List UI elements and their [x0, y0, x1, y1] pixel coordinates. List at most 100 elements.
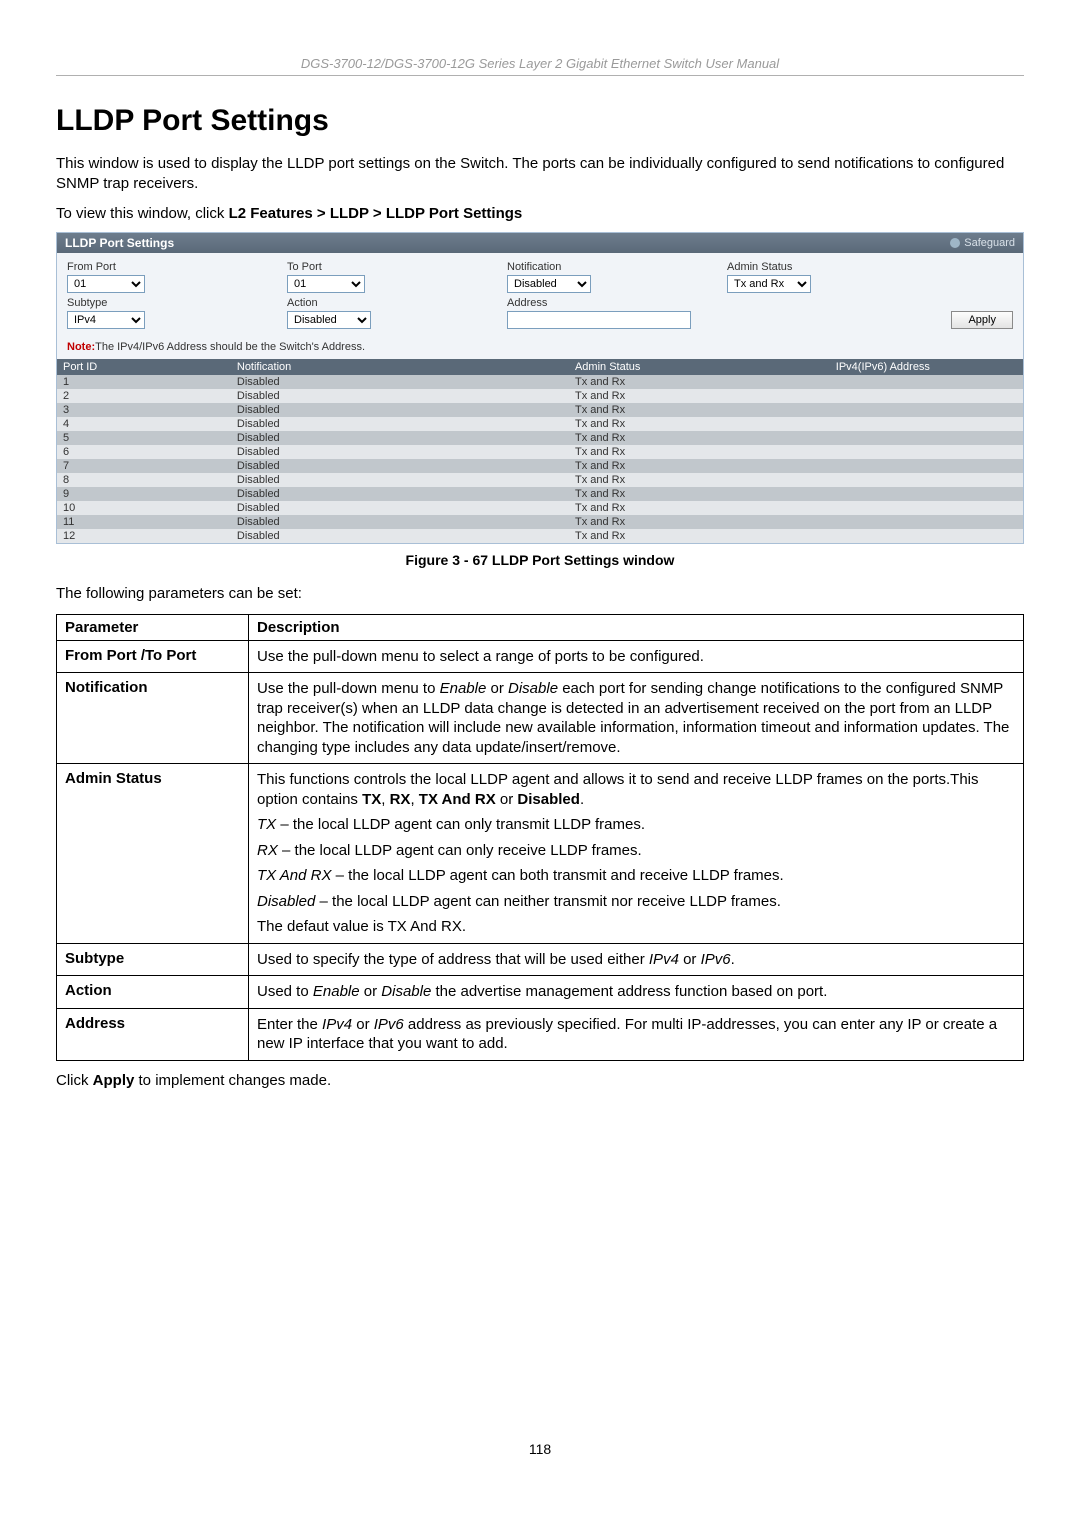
to-port-select[interactable]: 01 — [287, 275, 365, 293]
port-table-cell: Disabled — [231, 459, 569, 473]
to-port-label: To Port — [287, 261, 507, 273]
port-table-cell: 8 — [57, 473, 231, 487]
parameter-table: Parameter Description From Port /To Port… — [56, 614, 1024, 1061]
port-table-row: 8DisabledTx and Rx — [57, 473, 1023, 487]
param-name-cell: From Port /To Port — [57, 640, 249, 673]
port-table-cell: Disabled — [231, 431, 569, 445]
port-table-cell: 7 — [57, 459, 231, 473]
port-table-cell — [830, 459, 1023, 473]
params-intro: The following parameters can be set: — [56, 584, 1024, 604]
param-desc-cell: Used to Enable or Disable the advertise … — [249, 976, 1024, 1009]
port-table-row: 6DisabledTx and Rx — [57, 445, 1023, 459]
settings-form: From Port 01 To Port 01 Notification Dis… — [57, 253, 1023, 337]
panel-title-bar: LLDP Port Settings Safeguard — [57, 233, 1023, 253]
safeguard-badge: Safeguard — [950, 237, 1015, 249]
port-table-row: 9DisabledTx and Rx — [57, 487, 1023, 501]
port-table-cell: Disabled — [231, 375, 569, 389]
port-table-row: 2DisabledTx and Rx — [57, 389, 1023, 403]
param-desc-cell: Used to specify the type of address that… — [249, 943, 1024, 976]
port-table-cell: 1 — [57, 375, 231, 389]
notification-label: Notification — [507, 261, 727, 273]
port-table-cell: Tx and Rx — [569, 459, 830, 473]
port-table-cell: 6 — [57, 445, 231, 459]
action-label: Action — [287, 297, 507, 309]
param-header-description: Description — [249, 614, 1024, 640]
port-table-cell: 10 — [57, 501, 231, 515]
port-table-row: 3DisabledTx and Rx — [57, 403, 1023, 417]
port-table-cell: Tx and Rx — [569, 417, 830, 431]
breadcrumb: To view this window, click L2 Features >… — [56, 205, 1024, 222]
port-table-cell — [830, 431, 1023, 445]
param-name-cell: Subtype — [57, 943, 249, 976]
address-input[interactable] — [507, 311, 691, 329]
port-table-cell — [830, 501, 1023, 515]
port-table-cell — [830, 473, 1023, 487]
breadcrumb-prefix: To view this window, click — [56, 205, 229, 222]
port-table-cell: Disabled — [231, 403, 569, 417]
port-table-header: Notification — [231, 359, 569, 375]
port-table-header: Admin Status — [569, 359, 830, 375]
param-header-parameter: Parameter — [57, 614, 249, 640]
port-table-cell: 4 — [57, 417, 231, 431]
port-table-cell: 11 — [57, 515, 231, 529]
apply-button[interactable]: Apply — [951, 311, 1013, 329]
port-status-table: Port IDNotificationAdmin StatusIPv4(IPv6… — [57, 359, 1023, 543]
port-table-row: 4DisabledTx and Rx — [57, 417, 1023, 431]
subtype-label: Subtype — [67, 297, 287, 309]
panel-title: LLDP Port Settings — [65, 236, 174, 250]
port-table-cell — [830, 389, 1023, 403]
param-desc-cell: This functions controls the local LLDP a… — [249, 764, 1024, 944]
figure-caption: Figure 3 - 67 LLDP Port Settings window — [56, 552, 1024, 568]
port-table-cell — [830, 403, 1023, 417]
port-table-cell — [830, 487, 1023, 501]
note-text: The IPv4/IPv6 Address should be the Swit… — [95, 341, 365, 353]
param-name-cell: Action — [57, 976, 249, 1009]
notification-select[interactable]: Disabled — [507, 275, 591, 293]
safeguard-label: Safeguard — [964, 237, 1015, 249]
param-name-cell: Admin Status — [57, 764, 249, 944]
from-port-select[interactable]: 01 — [67, 275, 145, 293]
port-table-cell: Disabled — [231, 445, 569, 459]
port-table-cell — [830, 529, 1023, 543]
port-table-cell: 12 — [57, 529, 231, 543]
note-line: Note:The IPv4/IPv6 Address should be the… — [57, 337, 1023, 359]
port-table-row: 7DisabledTx and Rx — [57, 459, 1023, 473]
port-table-cell: Disabled — [231, 529, 569, 543]
port-table-cell: 2 — [57, 389, 231, 403]
port-table-row: 11DisabledTx and Rx — [57, 515, 1023, 529]
port-table-cell: Tx and Rx — [569, 473, 830, 487]
after-table-text: Click Apply to implement changes made. — [56, 1071, 1024, 1091]
note-label: Note: — [67, 341, 95, 353]
port-table-cell: Tx and Rx — [569, 389, 830, 403]
port-table-cell: Disabled — [231, 389, 569, 403]
port-table-cell: Tx and Rx — [569, 529, 830, 543]
port-table-cell: Tx and Rx — [569, 445, 830, 459]
port-table-cell: Disabled — [231, 501, 569, 515]
port-table-cell: 5 — [57, 431, 231, 445]
from-port-label: From Port — [67, 261, 287, 273]
port-table-row: 12DisabledTx and Rx — [57, 529, 1023, 543]
param-desc-cell: Use the pull-down menu to Enable or Disa… — [249, 673, 1024, 764]
port-table-cell: Tx and Rx — [569, 515, 830, 529]
port-table-cell — [830, 515, 1023, 529]
admin-status-select[interactable]: Tx and Rx — [727, 275, 811, 293]
param-name-cell: Notification — [57, 673, 249, 764]
port-table-header: IPv4(IPv6) Address — [830, 359, 1023, 375]
port-table-cell: Disabled — [231, 487, 569, 501]
subtype-select[interactable]: IPv4 — [67, 311, 145, 329]
port-table-row: 10DisabledTx and Rx — [57, 501, 1023, 515]
port-table-cell: Disabled — [231, 417, 569, 431]
port-table-cell — [830, 417, 1023, 431]
page-number: 118 — [56, 1441, 1024, 1457]
port-table-cell: Tx and Rx — [569, 487, 830, 501]
port-table-cell — [830, 375, 1023, 389]
action-select[interactable]: Disabled — [287, 311, 371, 329]
port-table-cell: Disabled — [231, 515, 569, 529]
address-label: Address — [507, 297, 727, 309]
lldp-panel: LLDP Port Settings Safeguard From Port 0… — [56, 232, 1024, 544]
port-table-cell: Tx and Rx — [569, 375, 830, 389]
param-name-cell: Address — [57, 1008, 249, 1060]
param-desc-cell: Use the pull-down menu to select a range… — [249, 640, 1024, 673]
safeguard-icon — [950, 238, 960, 248]
page-heading: LLDP Port Settings — [56, 104, 1024, 138]
